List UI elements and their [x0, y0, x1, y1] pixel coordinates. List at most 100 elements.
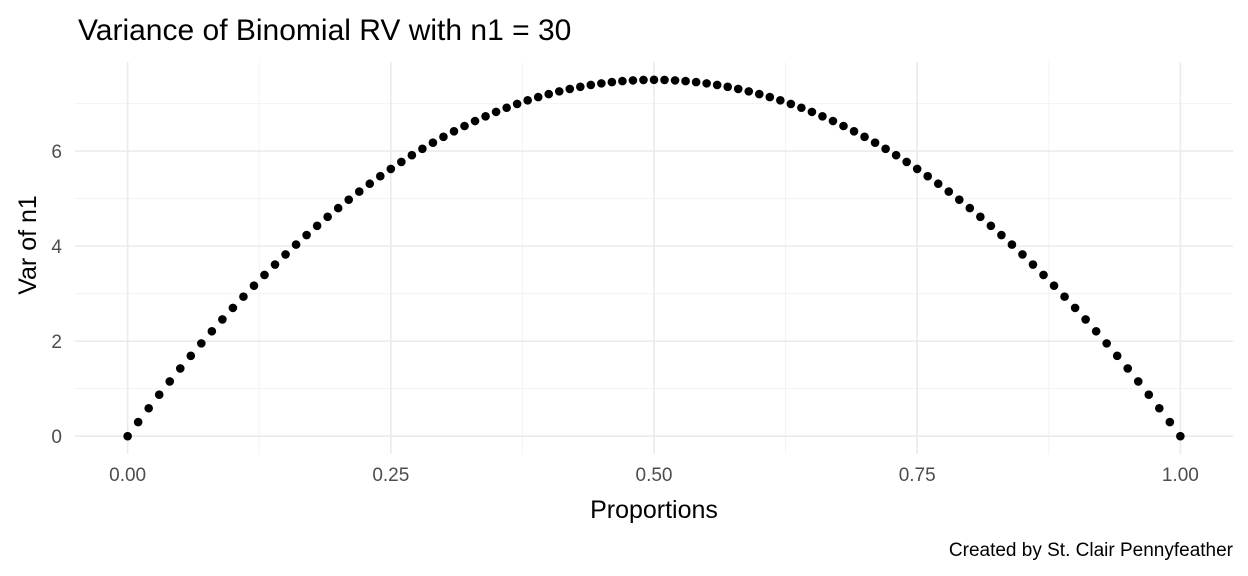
data-points	[123, 75, 1185, 441]
data-point	[218, 315, 227, 324]
y-tick-label: 0	[51, 427, 62, 448]
data-point	[628, 76, 638, 85]
data-point	[997, 230, 1006, 240]
x-tick-label: 0.75	[899, 465, 936, 486]
data-point	[670, 76, 680, 85]
data-point	[1112, 351, 1122, 361]
data-point	[1123, 364, 1133, 373]
data-point	[1081, 315, 1090, 324]
data-point	[165, 377, 175, 386]
data-point	[154, 390, 164, 400]
data-point	[354, 187, 364, 196]
data-point	[881, 144, 890, 154]
data-point	[291, 240, 301, 249]
y-tick-label: 2	[51, 332, 62, 353]
data-point	[1102, 339, 1111, 348]
data-point	[902, 157, 911, 167]
x-axis-title: Proportions	[590, 496, 718, 524]
data-point	[428, 138, 438, 147]
data-point	[754, 89, 764, 99]
data-point	[270, 260, 280, 269]
data-point	[407, 150, 417, 160]
data-point	[439, 132, 448, 142]
data-point	[1155, 403, 1164, 413]
x-tick-label: 0.25	[372, 465, 409, 486]
data-point	[481, 112, 490, 121]
data-point	[691, 77, 701, 87]
data-point	[418, 144, 427, 154]
data-point	[933, 179, 943, 189]
data-point	[175, 364, 185, 373]
y-tick-label: 6	[51, 142, 62, 163]
data-point	[786, 99, 796, 109]
data-point	[365, 179, 375, 189]
data-point	[197, 339, 206, 348]
data-point	[744, 87, 754, 96]
data-point	[186, 351, 196, 361]
data-point	[397, 157, 406, 167]
data-point	[891, 150, 901, 160]
data-point	[660, 75, 669, 85]
x-tick-label: 0.00	[109, 465, 146, 486]
data-point	[470, 116, 480, 126]
data-point	[144, 403, 153, 413]
data-point	[449, 126, 459, 136]
data-point	[1165, 417, 1175, 427]
data-point	[249, 281, 259, 290]
data-point	[1176, 431, 1185, 441]
data-point	[207, 326, 217, 336]
data-point	[133, 417, 143, 427]
data-point	[1007, 240, 1017, 249]
data-point	[386, 164, 396, 174]
chart-caption: Created by St. Clair Pennyfeather	[949, 540, 1234, 561]
data-point	[344, 195, 354, 204]
data-point	[1028, 260, 1038, 269]
data-point	[712, 80, 722, 90]
data-point	[565, 84, 575, 94]
x-tick-label: 0.50	[636, 465, 673, 486]
data-point	[523, 96, 532, 105]
data-point	[544, 89, 554, 99]
data-point	[239, 292, 248, 301]
data-point	[586, 80, 596, 90]
major-gridlines	[75, 62, 1233, 454]
x-axis-tick-labels: 0.00 0.25 0.50 0.75 1.00	[109, 465, 1199, 486]
data-point	[797, 103, 806, 113]
data-point	[860, 132, 869, 142]
data-point	[123, 431, 132, 441]
data-point	[965, 203, 975, 213]
data-point	[1018, 250, 1027, 259]
data-point	[986, 221, 996, 231]
data-point	[828, 116, 838, 126]
data-point	[281, 250, 290, 259]
data-point	[502, 103, 511, 113]
data-point	[512, 99, 522, 109]
data-point	[976, 212, 985, 222]
data-point	[765, 92, 775, 102]
data-point	[460, 121, 469, 131]
data-point	[954, 195, 964, 204]
data-point	[733, 84, 743, 94]
data-point	[491, 107, 501, 117]
data-point	[375, 171, 385, 181]
data-point	[681, 76, 690, 86]
data-point	[912, 164, 922, 174]
data-point	[839, 121, 848, 131]
data-point	[1144, 390, 1154, 400]
data-point	[323, 212, 332, 222]
data-point	[1070, 303, 1080, 313]
chart-title: Variance of Binomial RV with n1 = 30	[78, 14, 571, 47]
data-point	[944, 187, 954, 196]
data-point	[1049, 281, 1059, 290]
data-point	[807, 107, 817, 117]
data-point	[849, 126, 859, 136]
data-point	[1039, 270, 1048, 280]
data-point	[618, 76, 627, 86]
data-point	[702, 79, 711, 88]
data-point	[649, 75, 659, 85]
data-point	[1091, 326, 1101, 336]
y-tick-label: 4	[51, 237, 62, 258]
data-point	[870, 138, 880, 147]
x-tick-label: 1.00	[1162, 465, 1199, 486]
data-point	[260, 270, 269, 280]
